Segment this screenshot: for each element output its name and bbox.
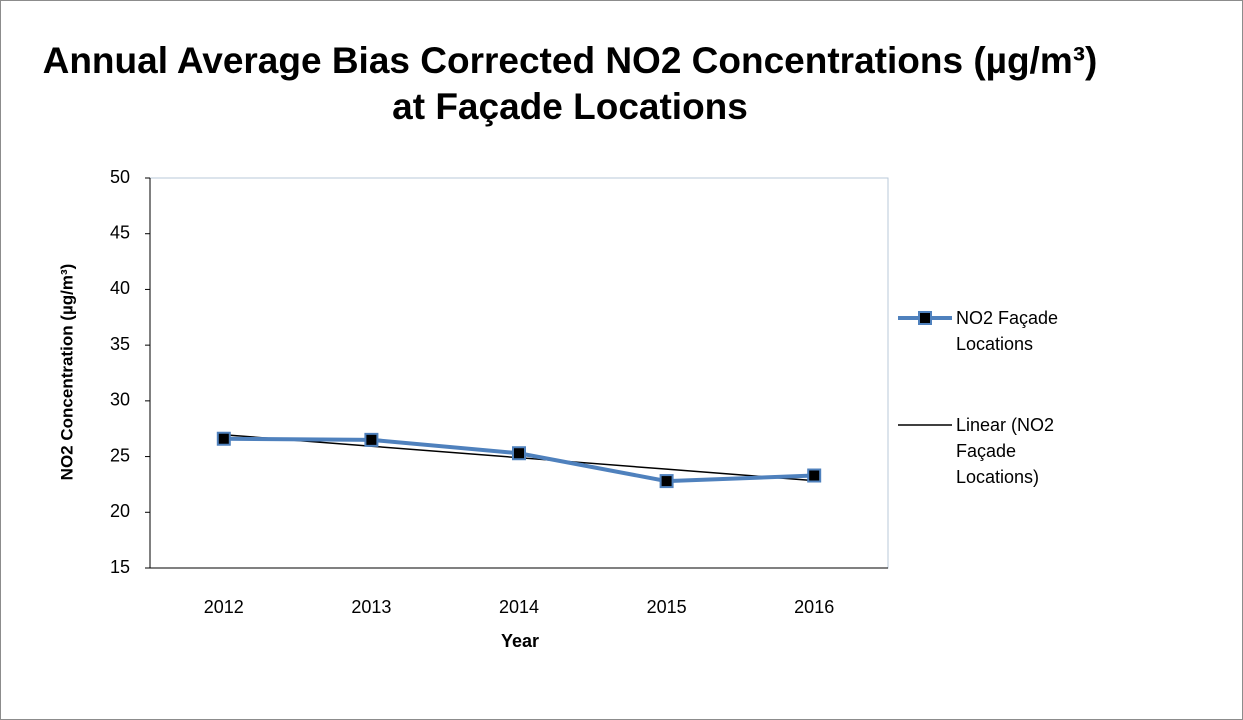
marker (216, 431, 231, 446)
y-axis-label: NO2 Concentration (µg/m³) (57, 264, 76, 481)
plot-area (149, 177, 889, 569)
y-tick-label: 40 (110, 278, 130, 298)
x-tick-label: 2013 (351, 597, 391, 617)
x-tick-label: 2016 (794, 597, 834, 617)
x-tick-label: 2015 (647, 597, 687, 617)
marker (512, 446, 526, 461)
y-tick-label: 20 (110, 501, 130, 521)
legend-label: NO2 Façade Locations (956, 308, 1059, 354)
marker (807, 468, 822, 483)
legend-label: Linear (NO2 Façade Locations) (956, 415, 1055, 487)
x-axis-label: Year (501, 631, 539, 651)
marker (364, 432, 379, 447)
x-tick-label: 2014 (499, 597, 539, 617)
x-tick-label: 2012 (204, 597, 244, 617)
y-tick-label: 45 (110, 222, 130, 242)
y-tick-label: 15 (110, 557, 130, 577)
y-tick-label: 25 (110, 445, 130, 465)
y-tick-label: 50 (110, 167, 130, 187)
marker (659, 474, 674, 489)
chart-title: Annual Average Bias Corrected NO2 Concen… (42, 40, 1098, 127)
y-tick-label: 30 (110, 390, 130, 410)
y-tick-label: 35 (110, 334, 130, 354)
legend-marker (918, 311, 932, 325)
